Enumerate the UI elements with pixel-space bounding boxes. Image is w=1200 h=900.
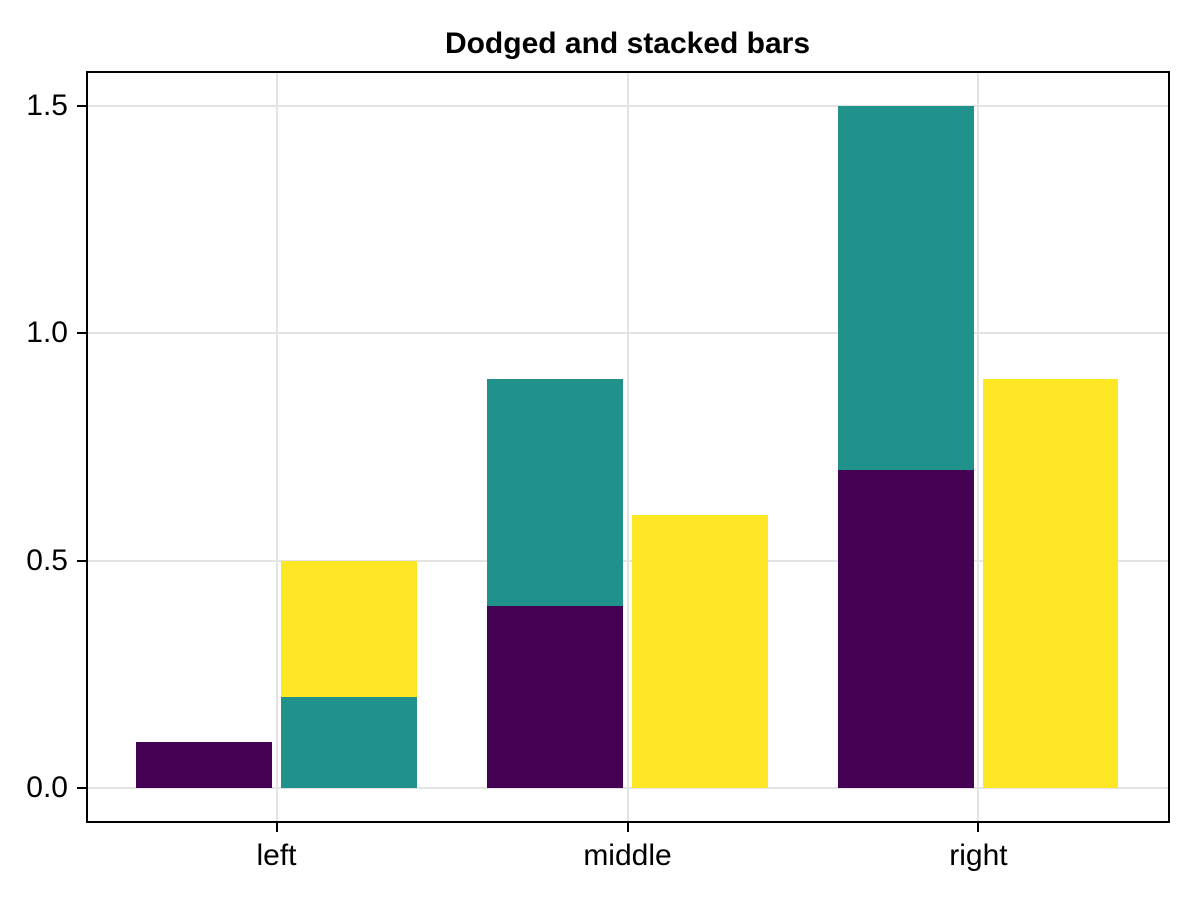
- bars-layer: [87, 72, 1168, 822]
- y-tick-mark: [77, 559, 87, 562]
- bar-right-purple-segment: [838, 469, 975, 788]
- bar-left-purple-segment: [136, 742, 273, 788]
- x-tick-mark: [626, 822, 629, 832]
- x-tick-mark: [977, 822, 980, 832]
- x-tick-label: right: [949, 839, 1008, 872]
- bar-middle-purple-segment: [487, 606, 624, 788]
- bar-middle-teal-segment: [487, 378, 624, 607]
- y-tick-mark: [77, 786, 87, 789]
- y-tick-mark: [77, 105, 87, 108]
- y-tick-label: 0.5: [26, 543, 68, 577]
- x-tick-label: middle: [583, 839, 672, 872]
- x-gridline: [977, 72, 980, 822]
- bar-right-yellow-segment: [982, 378, 1119, 788]
- grid-layer: [87, 72, 1168, 822]
- x-tick-label: left: [256, 839, 297, 872]
- y-tick-mark: [77, 332, 87, 335]
- y-tick-label: 1.0: [26, 316, 68, 350]
- chart-title: Dodged and stacked bars: [444, 27, 811, 60]
- y-tick-label: 0.0: [26, 770, 68, 804]
- bar-left-yellow-segment: [280, 560, 417, 697]
- x-gridline: [626, 72, 629, 822]
- x-gridline: [275, 72, 278, 822]
- x-tick-mark: [275, 822, 278, 832]
- plot-area: [87, 72, 1168, 822]
- bar-left-teal-segment: [280, 697, 417, 788]
- bar-right-teal-segment: [838, 106, 975, 470]
- bar-middle-yellow-segment: [631, 515, 768, 788]
- y-tick-label: 1.5: [26, 89, 68, 123]
